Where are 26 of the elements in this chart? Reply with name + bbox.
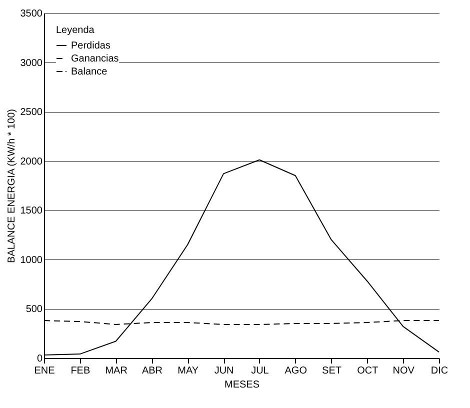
x-tick-label: ABR [142,366,163,376]
y-tick-label: 1500 [20,206,43,217]
y-tick-label: 2000 [20,156,43,168]
y-tick-label: 500 [26,304,43,316]
x-tick-label: NOV [392,366,415,376]
x-axis-title: MESES [224,380,260,390]
x-tick-label: DIC [430,366,448,376]
y-tick-label: 1000 [20,254,43,266]
y-tick-label: 3000 [20,58,43,69]
x-tick-label: FEB [70,366,90,376]
legend-label: Balance [71,66,108,78]
y-tick-label: 3500 [20,8,43,20]
y-tick-label: 2500 [20,107,43,118]
x-tick-label: AGO [284,366,308,376]
legend-label: Perdidas [71,40,110,52]
x-tick-label: JUN [214,366,234,376]
y-axis-title: BALANCE ENERGIA (KW/h * 100) [6,109,18,263]
y-tick-label: 0 [36,354,43,364]
legend-label: Ganancias [71,54,119,64]
x-tick-label: JUL [251,366,270,376]
x-tick-label: MAY [178,366,199,376]
legend-title: Leyenda [56,25,95,36]
x-tick-label: OCT [357,366,378,376]
x-tick-label: ENE [34,366,56,376]
x-tick-label: MAR [105,366,128,376]
x-tick-label: SET [322,366,342,376]
